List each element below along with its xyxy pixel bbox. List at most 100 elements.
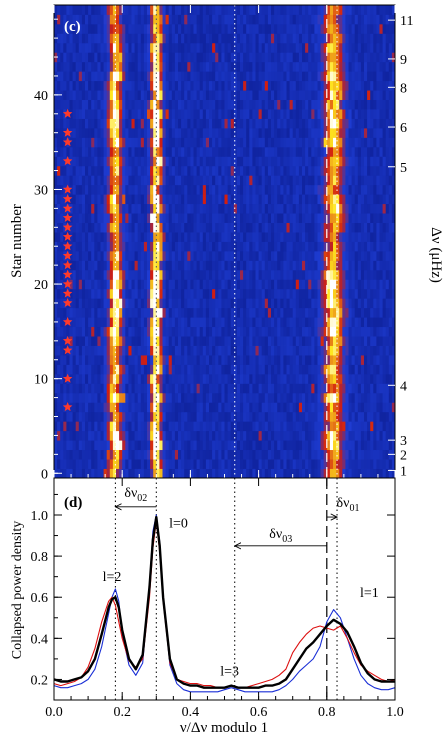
heatmap-cell xyxy=(280,307,284,318)
heatmap-cell xyxy=(171,52,176,63)
heatmap-cell xyxy=(233,241,238,252)
heatmap-cell xyxy=(339,250,343,261)
heatmap-cell xyxy=(308,288,312,299)
heatmap-cell xyxy=(230,250,235,261)
heatmap-cell xyxy=(174,52,179,63)
heatmap-cell xyxy=(153,421,157,432)
heatmap-cell xyxy=(289,269,294,280)
heatmap-cell xyxy=(212,269,216,280)
heatmap-cell xyxy=(94,213,98,223)
heatmap-cell xyxy=(187,42,191,53)
heatmap-cell xyxy=(168,298,173,309)
heatmap-cell xyxy=(75,355,80,365)
heatmap-cell xyxy=(122,156,126,167)
heatmap-cell xyxy=(119,156,123,167)
heatmap-cell xyxy=(112,430,117,441)
heatmap-cell xyxy=(72,213,77,223)
heatmap-cell xyxy=(69,298,73,309)
heatmap-cell xyxy=(78,42,83,53)
heatmap-cell xyxy=(246,137,250,148)
heatmap-cell xyxy=(295,421,300,432)
heatmap-cell xyxy=(302,430,306,441)
heatmap-cell xyxy=(184,222,188,233)
heatmap-cell xyxy=(125,279,129,290)
heatmap-cell xyxy=(339,213,343,223)
heatmap-cell xyxy=(85,411,89,422)
heatmap-cell xyxy=(184,250,188,261)
heatmap-cell xyxy=(240,109,244,119)
heatmap-cell xyxy=(224,288,228,299)
heatmap-cell xyxy=(69,175,73,186)
heatmap-cell xyxy=(128,269,132,280)
heatmap-cell xyxy=(205,71,210,82)
heatmap-cell xyxy=(100,90,104,100)
heatmap-cell xyxy=(168,307,173,318)
heatmap-cell xyxy=(60,392,64,403)
heatmap-cell xyxy=(323,90,328,100)
heatmap-cell xyxy=(199,156,204,167)
heatmap-cell xyxy=(329,355,334,365)
heatmap-cell xyxy=(156,392,160,403)
heatmap-cell xyxy=(249,156,253,167)
heatmap-cell xyxy=(333,194,337,205)
heatmap-cell xyxy=(329,373,334,384)
heatmap-cell xyxy=(221,232,225,242)
heatmap-cell xyxy=(156,440,160,451)
heatmap-cell xyxy=(156,250,160,261)
heatmap-cell xyxy=(243,80,247,91)
heatmap-cell xyxy=(181,336,185,346)
heatmap-cell xyxy=(174,336,179,346)
heatmap-cell xyxy=(100,459,104,469)
heatmap-cell xyxy=(106,373,111,384)
heatmap-cell xyxy=(181,165,185,176)
heatmap-cell xyxy=(196,203,201,214)
heatmap-cell xyxy=(267,127,272,138)
heatmap-cell xyxy=(370,80,374,91)
heatmap-cell xyxy=(364,288,368,299)
heatmap-cell xyxy=(295,71,300,82)
heatmap-cell xyxy=(212,468,216,478)
heatmap-cell xyxy=(298,345,303,356)
heatmap-cell xyxy=(370,71,374,82)
heatmap-cell xyxy=(283,137,287,148)
heatmap-cell xyxy=(193,250,197,261)
heatmap-cell xyxy=(131,392,135,403)
heatmap-cell xyxy=(314,364,318,375)
heatmap-cell xyxy=(75,336,80,346)
heatmap-cell xyxy=(75,118,80,129)
heatmap-cell xyxy=(66,364,70,375)
heatmap-cell xyxy=(258,165,263,176)
heatmap-cell xyxy=(243,364,247,375)
heatmap-cell xyxy=(153,222,157,233)
heatmap-cell xyxy=(174,175,179,186)
heatmap-cell xyxy=(267,250,272,261)
heatmap-cell xyxy=(224,127,228,138)
heatmap-cell xyxy=(106,449,111,460)
heatmap-cell xyxy=(329,184,334,195)
heatmap-cell xyxy=(367,392,371,403)
heatmap-cell xyxy=(314,345,318,356)
heatmap-cell xyxy=(202,241,207,252)
heatmap-cell xyxy=(367,279,371,290)
heatmap-cell xyxy=(277,279,281,290)
heatmap-cell xyxy=(373,250,377,261)
heatmap-cell xyxy=(122,298,126,309)
heatmap-cell xyxy=(246,345,250,356)
heatmap-cell xyxy=(258,336,263,346)
heatmap-cell xyxy=(379,156,383,167)
heatmap-cell xyxy=(258,383,263,394)
heatmap-cell xyxy=(119,175,123,186)
heatmap-cell xyxy=(91,392,95,403)
heatmap-cell xyxy=(283,127,287,138)
heatmap-cell xyxy=(178,317,182,328)
heatmap-cell xyxy=(258,269,263,280)
heatmap-cell xyxy=(339,109,343,119)
heatmap-cell xyxy=(202,118,207,129)
heatmap-cell xyxy=(357,383,362,394)
heatmap-cell xyxy=(370,146,374,157)
heatmap-cell xyxy=(249,184,253,195)
heatmap-cell xyxy=(354,90,359,100)
heatmap-cell xyxy=(277,71,281,82)
heatmap-cell xyxy=(326,345,331,356)
heatmap-cell xyxy=(137,260,142,271)
